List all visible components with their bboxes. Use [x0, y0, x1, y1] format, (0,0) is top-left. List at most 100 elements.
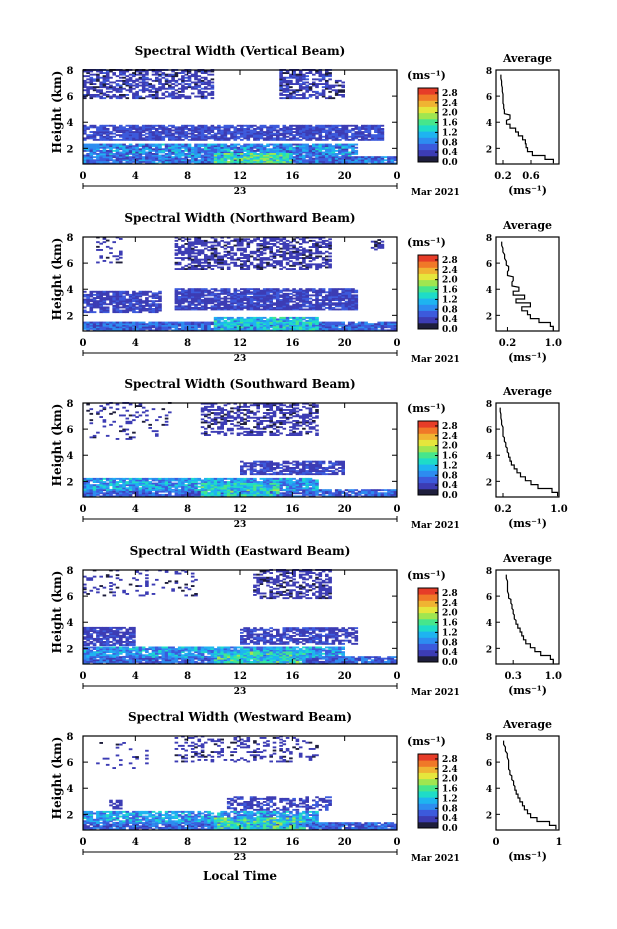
- heatmap-cell: [262, 296, 267, 298]
- heatmap-cell: [194, 268, 198, 270]
- heatmap-cell: [361, 124, 365, 127]
- heatmap-cell: [197, 238, 202, 241]
- heatmap-cell: [105, 323, 110, 326]
- heatmap-cell: [321, 329, 326, 332]
- heatmap-cell: [184, 238, 188, 241]
- heatmap-cell: [279, 239, 283, 242]
- heatmap-cell: [374, 324, 378, 327]
- heatmap-cell: [256, 236, 260, 239]
- heatmap-cell: [161, 321, 166, 324]
- heatmap-cell: [246, 124, 251, 127]
- heatmap-cell: [285, 159, 290, 162]
- heatmap-cell: [259, 327, 264, 330]
- heatmap-cell: [194, 327, 198, 330]
- heatmap-cell: [312, 94, 316, 96]
- heatmap-cell: [272, 264, 277, 267]
- heatmap-cell: [367, 138, 372, 141]
- heatmap-cell: [328, 299, 332, 301]
- heatmap-cell: [285, 300, 290, 303]
- heatmap-cell: [207, 92, 211, 95]
- heatmap-cell: [155, 79, 159, 82]
- x-tick-label: 4: [132, 171, 139, 182]
- heatmap-cell: [220, 255, 224, 258]
- heatmap-cell: [272, 292, 277, 295]
- heatmap-cell: [96, 86, 100, 89]
- heatmap-cell: [174, 75, 179, 78]
- heatmap-cell: [289, 321, 293, 324]
- heatmap-cell: [295, 143, 300, 146]
- heatmap-cell: [148, 324, 152, 327]
- heatmap-cell: [226, 236, 231, 239]
- heatmap-cell: [328, 95, 332, 98]
- heatmap-cell: [210, 143, 215, 146]
- heatmap-cell: [210, 126, 215, 129]
- heatmap-cell: [325, 87, 329, 90]
- heatmap-cell: [161, 327, 166, 330]
- heatmap-cell: [89, 159, 94, 162]
- heatmap-cell: [236, 149, 241, 152]
- heatmap-cell: [302, 92, 306, 95]
- heatmap-cell: [276, 157, 280, 160]
- heatmap-cell: [256, 294, 260, 297]
- heatmap-cell: [266, 261, 270, 264]
- heatmap-cell: [249, 305, 254, 308]
- heatmap-cell: [204, 70, 208, 73]
- heatmap-cell: [289, 329, 293, 332]
- heatmap-cell: [119, 292, 123, 295]
- heatmap-cell: [92, 324, 97, 327]
- heatmap-cell: [246, 160, 251, 163]
- heatmap-cell: [96, 148, 100, 151]
- heatmap-cell: [99, 97, 103, 100]
- heatmap-cell: [158, 309, 162, 312]
- heatmap-cell: [132, 97, 136, 100]
- heatmap-cell: [197, 264, 202, 267]
- heatmap-cell: [236, 249, 241, 252]
- heatmap-cell: [334, 135, 339, 138]
- heatmap-cell: [92, 290, 97, 293]
- heatmap-cell: [387, 159, 391, 162]
- heatmap-cell: [367, 134, 372, 137]
- heatmap-cell: [262, 236, 267, 239]
- heatmap-cell: [217, 323, 221, 326]
- heatmap-cell: [141, 97, 146, 100]
- heatmap-cell: [102, 137, 107, 140]
- heatmap-cell: [269, 291, 273, 294]
- heatmap-cell: [249, 303, 254, 306]
- heatmap-cell: [155, 92, 159, 95]
- heatmap-cell: [187, 268, 192, 270]
- heatmap-cell: [285, 126, 290, 129]
- heatmap-cell: [289, 89, 293, 92]
- heatmap-cell: [321, 75, 326, 78]
- heatmap-cell: [194, 288, 198, 291]
- heatmap-cell: [125, 321, 130, 324]
- heatmap-cell: [119, 290, 123, 293]
- heatmap-cell: [213, 292, 218, 295]
- heatmap-cell: [197, 302, 202, 305]
- heatmap-cell: [190, 264, 195, 267]
- heatmap-cell: [318, 321, 323, 324]
- heatmap-cell: [331, 149, 336, 152]
- heatmap-cell: [190, 302, 195, 305]
- heatmap-cell: [354, 124, 359, 127]
- heatmap-cell: [298, 249, 303, 252]
- heatmap-cell: [200, 326, 205, 329]
- heatmap-cell: [230, 132, 234, 135]
- heatmap-cell: [115, 95, 120, 98]
- heatmap-cell: [207, 266, 211, 269]
- heatmap-cell: [318, 94, 323, 96]
- heatmap-cell: [190, 128, 195, 130]
- heatmap-cell: [344, 126, 349, 129]
- heatmap-cell: [285, 83, 290, 85]
- heatmap-cell: [194, 134, 198, 137]
- heatmap-cell: [174, 263, 179, 266]
- heatmap-cell: [279, 151, 283, 154]
- heatmap-cell: [213, 250, 218, 253]
- heatmap-cell: [83, 70, 87, 73]
- heatmap-cell: [190, 156, 195, 159]
- heatmap-cell: [262, 246, 267, 248]
- heatmap-cell: [210, 247, 215, 250]
- heatmap-cell: [259, 159, 264, 162]
- heatmap-cell: [243, 160, 247, 163]
- heatmap-cell: [308, 159, 313, 162]
- heatmap-cell: [374, 160, 378, 163]
